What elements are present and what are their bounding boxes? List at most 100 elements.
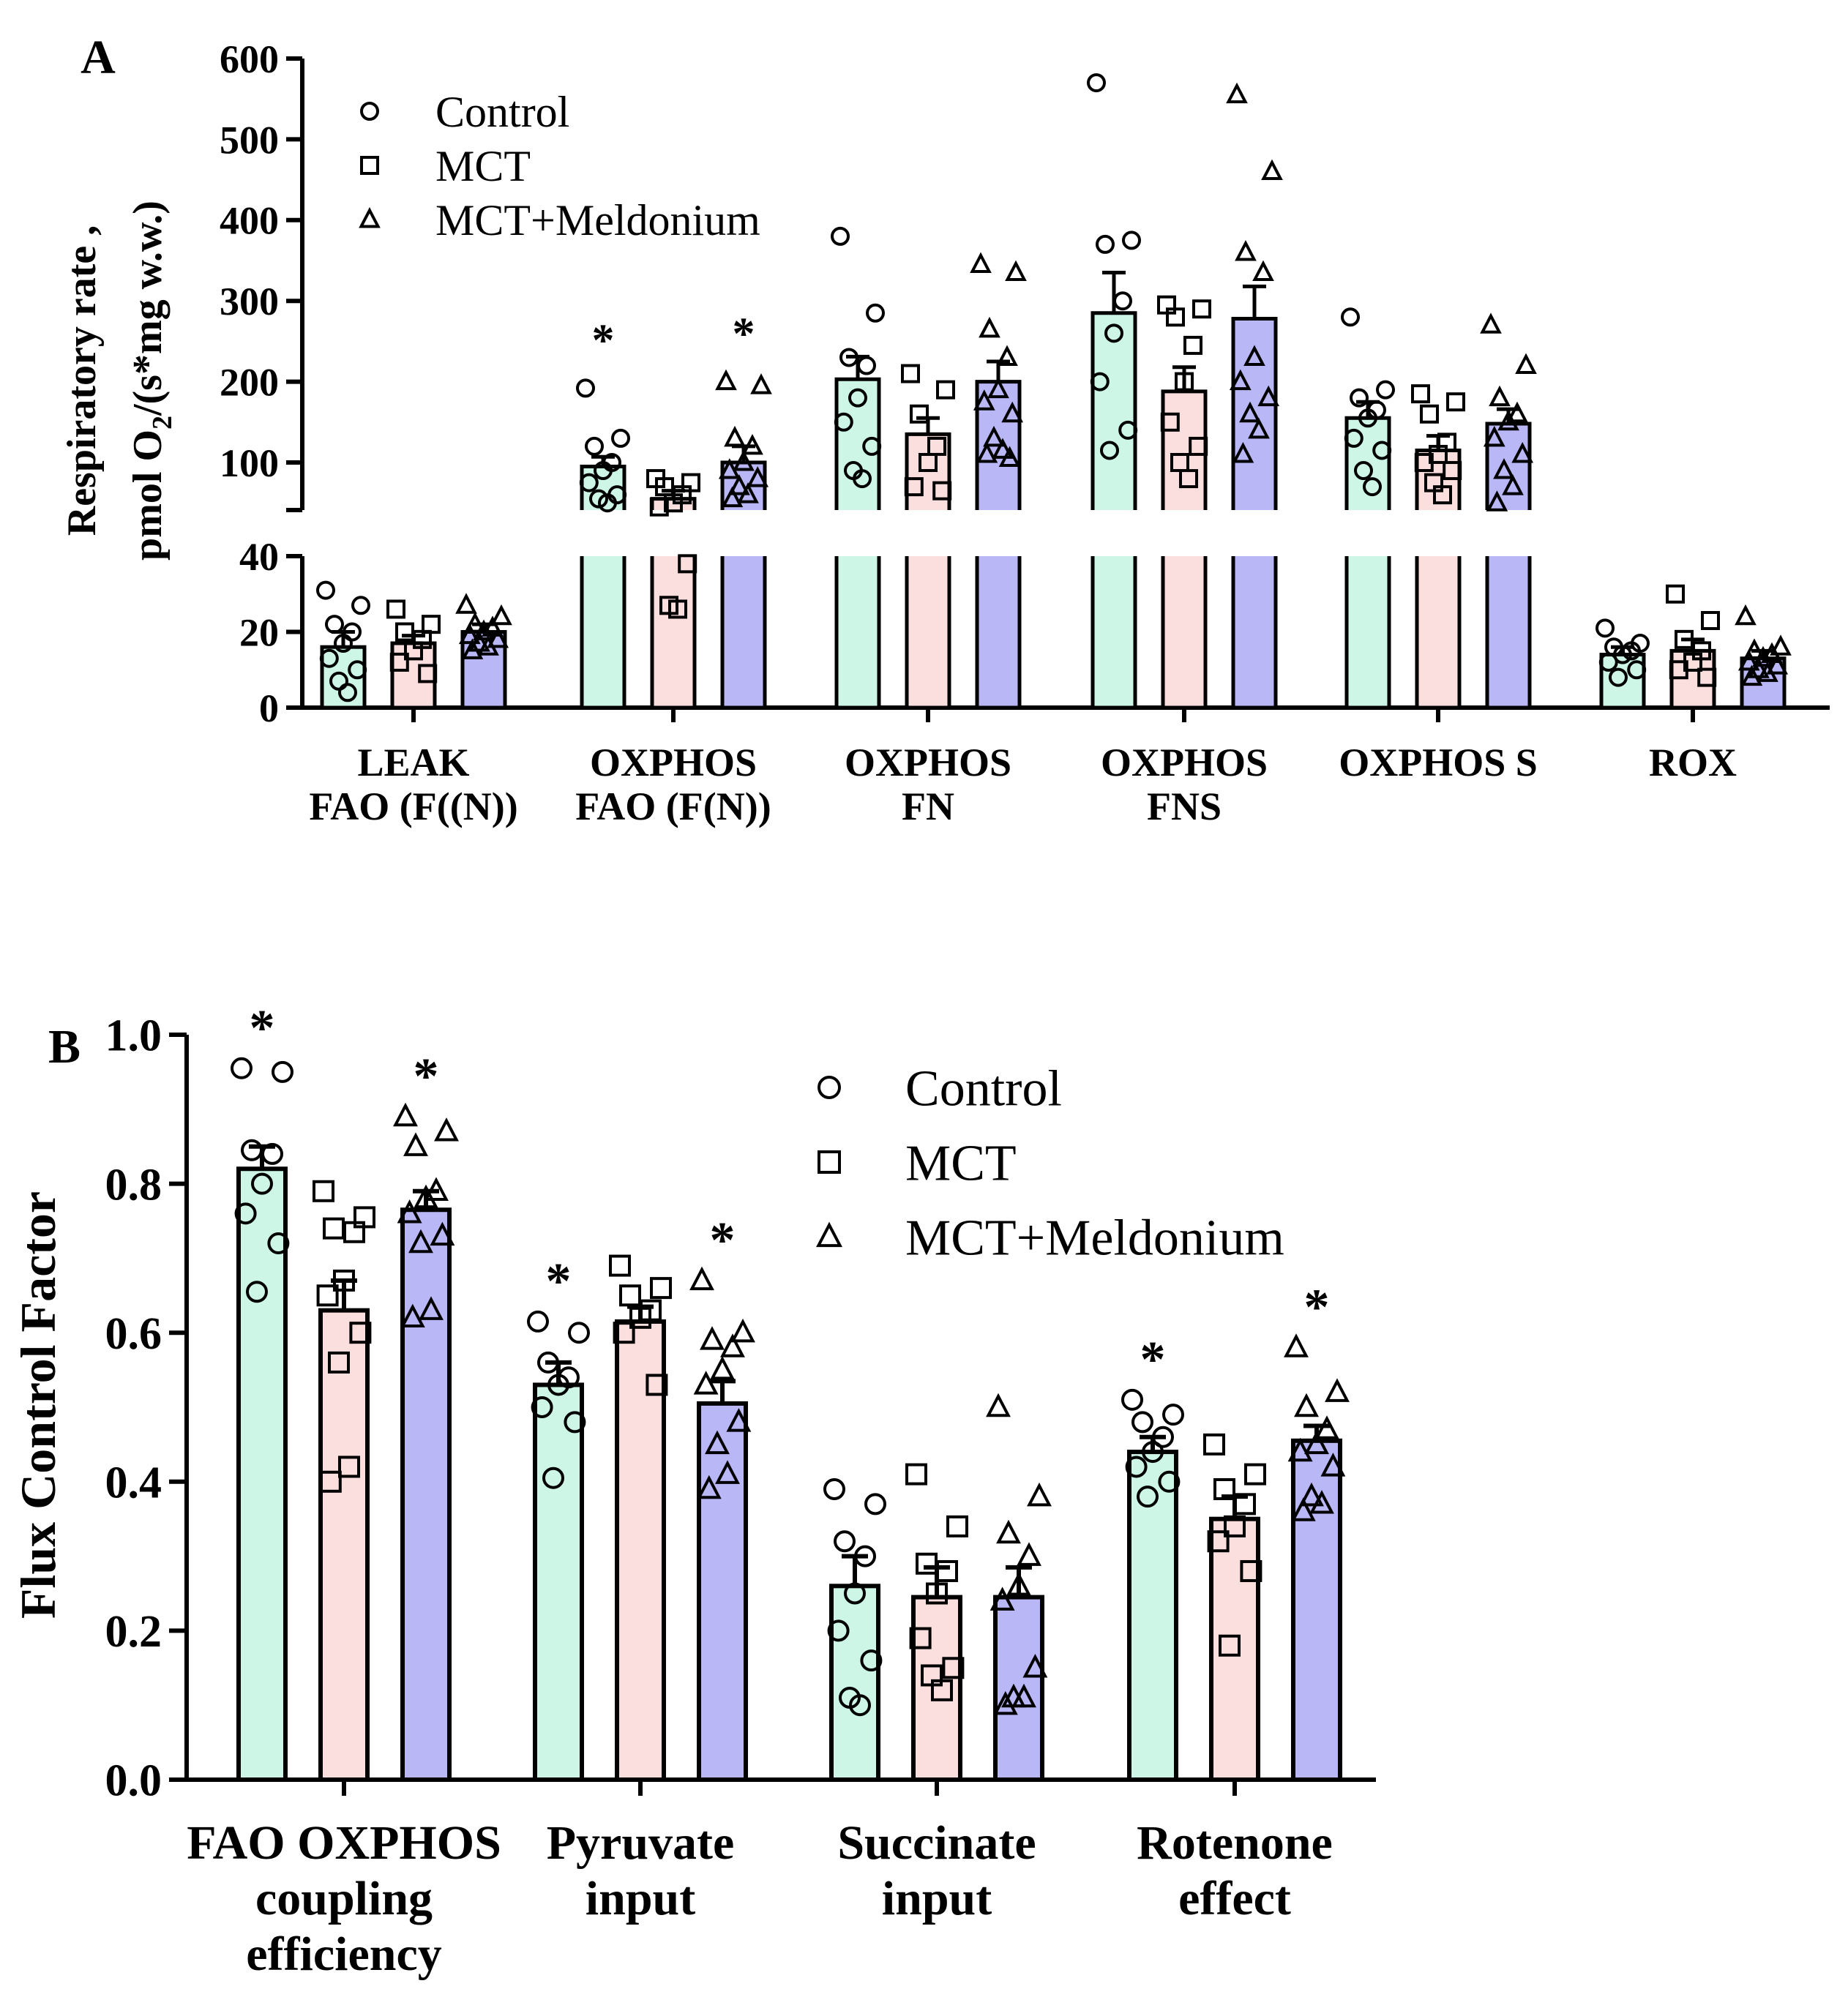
x-tick-label: ROX [1649,741,1737,784]
data-point [1027,1482,1052,1507]
data-point [1096,234,1115,254]
data-point [251,1172,273,1195]
data-point [594,461,613,481]
y-axis-label: Flux Control Factor [10,1191,66,1619]
data-point [1502,474,1524,495]
bar-group [1411,384,1465,710]
data-point [418,664,438,683]
legend-label: Control [905,1061,1062,1117]
data-point [1766,653,1789,675]
data-point [527,1310,549,1333]
legend-label: MCT+Meldonium [905,1210,1284,1267]
data-point [1189,436,1208,456]
data-point [1511,441,1534,463]
data-point [1287,1437,1313,1462]
data-point [1118,420,1138,440]
data-point [408,1229,433,1254]
data-point [1350,388,1369,408]
data-point [1309,1490,1334,1514]
y-tick-label: 20 [239,610,279,654]
data-point [400,1303,425,1328]
data-point [1666,584,1685,604]
data-point [1735,604,1757,626]
data-point [1294,1393,1319,1417]
data-point [916,1552,938,1575]
bar-group: * [576,315,630,710]
data-point [910,404,929,424]
data-point [1761,642,1783,664]
data-point [1232,441,1254,463]
data-point [1290,1497,1316,1521]
bar [615,1319,666,1783]
significance-marker: * [592,315,615,365]
bar-group [986,1393,1052,1783]
y-axis-label-units: pmol O2/(s*mg w.w.) [125,201,178,561]
data-point [1420,404,1439,424]
bar-group [1226,82,1283,710]
data-point [992,1690,1018,1715]
data-point [1598,652,1618,672]
legend-marker [360,102,379,121]
legend-label: MCT [435,142,531,190]
data-point [646,1374,668,1396]
data-point [458,623,481,645]
bar-lower-outline [720,556,767,710]
data-point [1104,323,1123,343]
bar-lower-fill [1163,556,1205,708]
data-point [1203,1433,1225,1456]
data-point [338,683,357,703]
bar-group: * [689,1213,755,1783]
data-point [1609,667,1628,687]
data-point [325,615,344,634]
y-tick-label: 0.2 [105,1607,162,1657]
data-point [750,373,772,394]
data-point [613,1322,635,1344]
bar-group: * [1121,1332,1184,1782]
data-point [678,554,697,574]
data-point [854,1545,876,1567]
data-point [464,612,486,633]
bar-lower-fill [907,556,949,708]
data-point [316,1284,339,1307]
data-point [1675,629,1694,649]
data-point [241,1139,263,1161]
data-point [1192,299,1211,319]
data-point [904,477,924,497]
data-point [990,1586,1015,1611]
data-point [827,1619,850,1642]
bar-group: * [393,1049,459,1782]
data-point [710,1355,735,1380]
y-tick-label: 40 [239,535,279,579]
data-point [1320,1453,1346,1477]
significance-marker: * [710,1213,736,1269]
data-point [246,1281,268,1303]
bar-group [609,1254,672,1783]
data-point [650,1277,672,1300]
data-point [970,252,992,274]
data-point [696,1475,722,1499]
data-point [267,1232,290,1255]
data-point [1122,231,1141,250]
data-point [839,348,858,367]
data-point [455,593,477,614]
data-point [1354,461,1373,481]
data-point [721,486,744,508]
y-tick-label: 0.0 [105,1756,162,1806]
data-point [547,1374,569,1396]
x-tick-label: Succinate [837,1816,1036,1870]
data-point [866,303,885,323]
bar [400,1207,452,1782]
data-point [848,388,867,408]
data-point [1358,408,1377,428]
data-point [936,380,955,400]
data-point [328,1351,350,1374]
x-tick-label: Rotenone [1137,1816,1333,1870]
x-tick-label: FN [902,784,954,828]
bar-lower-fill [1233,556,1276,708]
data-point [319,648,339,668]
data-point [482,615,504,637]
y-tick-label: 300 [220,280,279,323]
data-point [1160,412,1180,432]
data-point [1314,1415,1339,1439]
data-point [1243,345,1265,366]
